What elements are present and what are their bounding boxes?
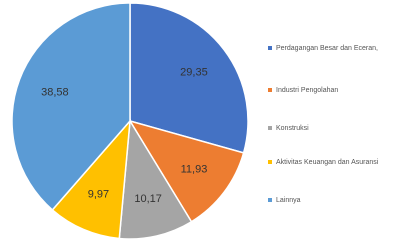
legend-marker: [268, 198, 272, 202]
legend-marker: [268, 126, 272, 130]
legend-marker: [268, 46, 272, 50]
legend-label: Aktivitas Keuangan dan Asuransi: [276, 159, 379, 166]
value-label: 10,17: [134, 193, 162, 205]
legend-marker: [268, 88, 272, 92]
chart: 29,35 11,93 10,17 9,97 38,58 Perdagangan Besa…: [0, 0, 395, 252]
value-label: 11,93: [181, 163, 208, 175]
legend-label: Lainnya: [276, 197, 301, 204]
value-label: 29,35: [180, 66, 208, 78]
legend-label: Industri Pengolahan: [276, 87, 338, 94]
legend-marker: [268, 160, 272, 164]
value-label: 38,58: [41, 87, 69, 99]
value-label: 9,97: [88, 189, 109, 201]
legend-label: Konstruksi: [276, 125, 309, 132]
legend-label: Perdagangan Besar dan Eceran,: [276, 45, 378, 52]
